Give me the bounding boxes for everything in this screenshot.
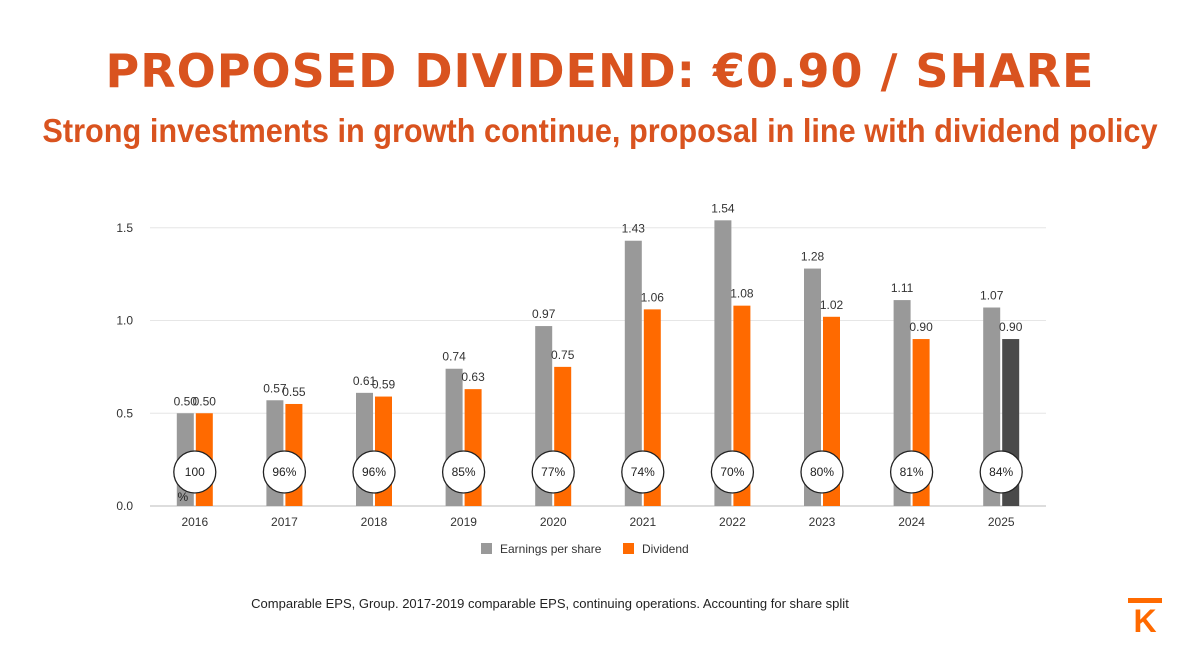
payout-ratio-label: 81% <box>900 465 924 479</box>
dividend-value-label: 0.90 <box>999 320 1023 334</box>
payout-ratio-label: 77% <box>541 465 565 479</box>
dividend-value-label: 0.55 <box>282 385 306 399</box>
legend-swatch-dividend <box>623 543 634 554</box>
eps-value-label: 0.50 <box>174 394 198 408</box>
payout-ratio-label: 96% <box>272 465 296 479</box>
eps-value-label: 1.28 <box>801 250 825 264</box>
legend: Earnings per share Dividend <box>481 542 689 556</box>
payout-ratio-circle <box>800 450 844 494</box>
eps-bar <box>804 268 821 506</box>
payout-ratio-label: 96% <box>362 465 386 479</box>
logo-bar-top <box>1128 598 1162 603</box>
legend-label-dividend: Dividend <box>642 542 689 556</box>
x-tick-label: 2021 <box>629 515 656 529</box>
payout-ratio-label: 84% <box>989 465 1013 479</box>
x-tick-label: 2023 <box>809 515 836 529</box>
payout-ratio-label: 100 <box>185 465 205 479</box>
eps-value-label: 1.43 <box>622 222 646 236</box>
y-tick-label: 1.5 <box>116 221 133 235</box>
y-tick-label: 1.0 <box>116 314 133 328</box>
payout-ratio-circle <box>173 450 217 494</box>
eps-value-label: 0.61 <box>353 374 377 388</box>
eps-value-label: 0.74 <box>442 350 466 364</box>
y-axis-ticks: 0.0 0.5 1.0 1.5 <box>116 221 133 513</box>
page-title: PROPOSED DIVIDEND: €0.90 / SHARE <box>105 44 1095 98</box>
x-tick-label: 2022 <box>719 515 746 529</box>
dividend-value-label: 0.63 <box>461 370 485 384</box>
y-tick-label: 0.5 <box>116 406 133 420</box>
payout-ratio-label: 74% <box>631 465 655 479</box>
page-subtitle: Strong investments in growth continue, p… <box>42 112 1158 149</box>
eps-bar <box>624 240 642 507</box>
eps-value-label: 1.54 <box>711 201 735 215</box>
payout-ratio-label: 70% <box>720 465 744 479</box>
footnote: Comparable EPS, Group. 2017-2019 compara… <box>251 596 849 611</box>
dividend-value-label: 0.50 <box>193 394 217 408</box>
eps-value-label: 0.97 <box>532 307 556 321</box>
payout-ratio-circle <box>979 450 1023 494</box>
value-labels: 0.500.50 0.570.55 0.610.59 0.74 0.63 0.97 0.75… <box>174 201 1023 408</box>
payout-ratio-circle <box>441 450 486 494</box>
x-axis-ticks: 2016 2017 2018 2019 2020 2021 2022 2023 2024 2025 <box>181 515 1014 529</box>
x-tick-label: 2019 <box>450 515 477 529</box>
x-tick-label: 2018 <box>361 515 388 529</box>
logo-letter: K <box>1133 603 1156 636</box>
eps-value-label: 1.07 <box>980 289 1004 303</box>
payout-ratio-circle <box>352 450 396 494</box>
x-tick-label: 2020 <box>540 515 567 529</box>
eps-value-label: 0.57 <box>263 381 287 395</box>
legend-swatch-eps <box>481 543 492 554</box>
x-tick-label: 2024 <box>898 515 925 529</box>
legend-label-eps: Earnings per share <box>500 542 602 556</box>
y-tick-label: 0.0 <box>116 499 133 513</box>
brand-logo: K <box>1128 598 1162 636</box>
dividend-bar-chart: 0.0 0.5 1.0 1.5 0.500.50 0.570.55 0.610.59 0.7… <box>116 201 1046 556</box>
payout-ratio-circle <box>262 450 307 494</box>
x-tick-label: 2016 <box>181 515 208 529</box>
dividend-value-label: 0.75 <box>551 348 575 362</box>
x-tick-label: 2025 <box>988 515 1015 529</box>
payout-ratio-circle <box>889 450 934 494</box>
payout-ratio-circle <box>531 450 575 494</box>
dividend-value-label: 0.90 <box>909 320 933 334</box>
payout-ratio-label-suffix: % <box>177 490 188 504</box>
payout-ratio-label: 80% <box>810 465 834 479</box>
x-tick-label: 2017 <box>271 515 298 529</box>
eps-bar <box>714 220 732 506</box>
payout-ratio-badges: 100% 96% 96% 85% 77% 74% 70% 80% 81% 84% <box>173 450 1023 504</box>
dividend-value-label: 1.02 <box>820 298 844 312</box>
dividend-value-label: 1.06 <box>641 290 665 304</box>
payout-ratio-circle <box>621 450 665 494</box>
payout-ratio-label: 85% <box>452 465 476 479</box>
dividend-value-label: 0.59 <box>372 378 396 392</box>
dividend-value-label: 1.08 <box>730 287 754 301</box>
eps-value-label: 1.11 <box>891 281 914 295</box>
payout-ratio-circle <box>710 450 755 494</box>
